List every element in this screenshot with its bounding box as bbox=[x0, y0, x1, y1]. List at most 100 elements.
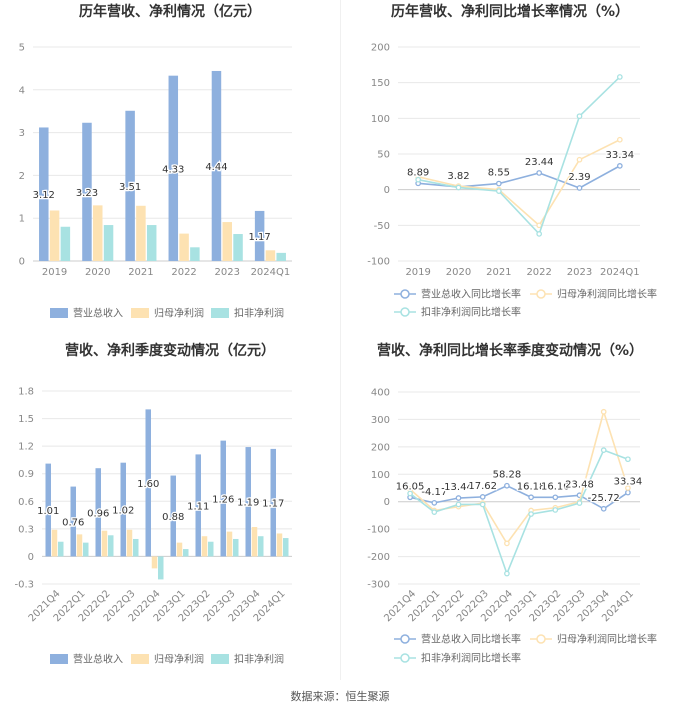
legend-marker bbox=[400, 653, 410, 663]
data-point bbox=[528, 511, 534, 517]
y-tick-label: 1.5 bbox=[18, 414, 34, 425]
bar-data-label: 4.44 bbox=[205, 162, 227, 173]
legend-label: 营业总收入同比增长率 bbox=[421, 633, 521, 646]
x-tick-label: 2021 bbox=[486, 267, 511, 278]
y-tick-label: 200 bbox=[371, 442, 390, 453]
bar-deducted-profit bbox=[103, 225, 114, 261]
bar-net-profit bbox=[51, 529, 58, 557]
bar-deducted-profit bbox=[283, 538, 289, 557]
bar-revenue bbox=[145, 409, 151, 557]
chart-annual-revenue-profit: 历年营收、净利情况（亿元） 0 1 2 3 4 5 2019 2020 2021 2022 2023 2… bbox=[19, 3, 292, 320]
bar-revenue bbox=[168, 75, 179, 262]
legend-label: 扣非净利润同比增长率 bbox=[421, 652, 521, 665]
bar-revenue bbox=[211, 70, 222, 261]
bar-data-label: 0.76 bbox=[62, 518, 84, 529]
legend-label: 归母净利润同比增长率 bbox=[557, 633, 657, 646]
bar-net-profit bbox=[251, 527, 258, 557]
bar-data-label: 1.26 bbox=[212, 495, 234, 506]
legend-marker bbox=[400, 307, 410, 317]
bar-data-label: 0.88 bbox=[162, 512, 184, 523]
bar-net-profit bbox=[179, 233, 189, 261]
line-data-label: 17.62 bbox=[468, 481, 497, 492]
legend-label: 归母净利润 bbox=[154, 307, 204, 320]
series-line-deducted-profit-growth bbox=[418, 76, 621, 236]
legend-swatch bbox=[131, 308, 149, 318]
bar-deducted-profit bbox=[60, 226, 71, 261]
data-point bbox=[600, 447, 607, 453]
bar-data-label: 0.96 bbox=[87, 508, 109, 519]
legend-marker bbox=[400, 289, 410, 299]
data-point bbox=[625, 456, 631, 463]
bar-net-profit bbox=[276, 533, 283, 557]
series-line-revenue-growth bbox=[409, 484, 629, 510]
bar-net-profit bbox=[151, 556, 158, 569]
data-point bbox=[504, 482, 510, 489]
legend-label: 扣非净利润 bbox=[234, 307, 284, 320]
legend-swatch bbox=[50, 654, 68, 664]
data-point bbox=[576, 185, 583, 191]
data-point bbox=[625, 485, 631, 491]
bar-revenue bbox=[125, 110, 135, 261]
data-point bbox=[504, 540, 510, 547]
y-tick-label: 0 bbox=[384, 497, 390, 508]
y-tick-label: 300 bbox=[371, 415, 390, 426]
bar-deducted-profit bbox=[190, 247, 200, 261]
y-tick-label: 0.9 bbox=[18, 469, 34, 480]
x-tick-label: 2022 bbox=[171, 267, 196, 278]
bar-revenue bbox=[195, 454, 201, 557]
bar-revenue bbox=[70, 486, 76, 557]
bar-revenue bbox=[270, 448, 276, 557]
bar-data-label: 1.11 bbox=[187, 501, 209, 512]
x-tick-label: 2021 bbox=[128, 267, 153, 278]
bar-revenue bbox=[254, 210, 265, 261]
line-data-label: 3.82 bbox=[447, 171, 469, 182]
data-point bbox=[552, 507, 559, 513]
bar-data-label: 1.19 bbox=[237, 498, 259, 509]
y-tick-label: 100 bbox=[371, 114, 390, 125]
chart-title: 营收、净利同比增长率季度变动情况（%） bbox=[377, 342, 643, 359]
y-tick-label: 1 bbox=[19, 214, 25, 225]
data-point bbox=[616, 74, 623, 80]
bar-data-label: 1.01 bbox=[37, 506, 59, 517]
bar-data-label: 1.02 bbox=[112, 506, 134, 517]
data-point bbox=[504, 570, 510, 577]
data-point bbox=[616, 136, 623, 143]
series-line-net-profit-growth bbox=[417, 139, 621, 227]
data-point bbox=[576, 500, 583, 506]
bar-revenue bbox=[95, 468, 101, 557]
bar-data-label: 1.60 bbox=[137, 479, 159, 490]
legend-marker bbox=[536, 289, 546, 299]
line-data-label: -4.17 bbox=[421, 487, 447, 498]
data-point bbox=[415, 176, 422, 183]
y-tick-label: 0 bbox=[28, 552, 34, 563]
legend-label: 归母净利润同比增长率 bbox=[557, 288, 657, 301]
data-point bbox=[625, 489, 631, 496]
x-tick-label: 2023 bbox=[567, 267, 592, 278]
bar-net-profit bbox=[136, 205, 146, 261]
chart-quarterly-revenue-profit: 营收、净利季度变动情况（亿元）-0.300.30.60.91.21.51.820… bbox=[14, 342, 292, 666]
bar-deducted-profit bbox=[58, 541, 64, 557]
bar-deducted-profit bbox=[108, 535, 114, 557]
y-tick-label: 0.3 bbox=[18, 524, 34, 535]
legend-label: 归母净利润 bbox=[154, 653, 204, 666]
legend-label: 扣非净利润同比增长率 bbox=[421, 306, 521, 319]
data-point bbox=[431, 500, 438, 506]
x-tick-label: 2024Q1 bbox=[600, 267, 640, 278]
y-tick-label: -100 bbox=[367, 525, 390, 536]
bar-deducted-profit bbox=[183, 549, 189, 557]
line-data-label: -25.72 bbox=[588, 493, 620, 504]
line-data-label: 8.89 bbox=[407, 167, 429, 178]
chart-quarterly-growth-rate: 营收、净利同比增长率季度变动情况（%） -300 -200 -100 0 100 200 30… bbox=[367, 342, 657, 665]
bar-net-profit bbox=[226, 531, 233, 557]
bar-deducted-profit bbox=[158, 556, 164, 580]
data-point bbox=[495, 188, 502, 194]
bar-deducted-profit bbox=[146, 225, 157, 261]
y-tick-label: 0 bbox=[19, 257, 25, 268]
data-point bbox=[528, 494, 534, 501]
data-point bbox=[479, 501, 486, 508]
y-tick-label: -0.3 bbox=[14, 580, 34, 591]
legend-swatch bbox=[131, 654, 149, 664]
chart-title: 历年营收、净利同比增长率情况（%） bbox=[391, 3, 629, 20]
y-tick-label: -300 bbox=[367, 580, 390, 591]
legend-swatch bbox=[211, 308, 229, 318]
